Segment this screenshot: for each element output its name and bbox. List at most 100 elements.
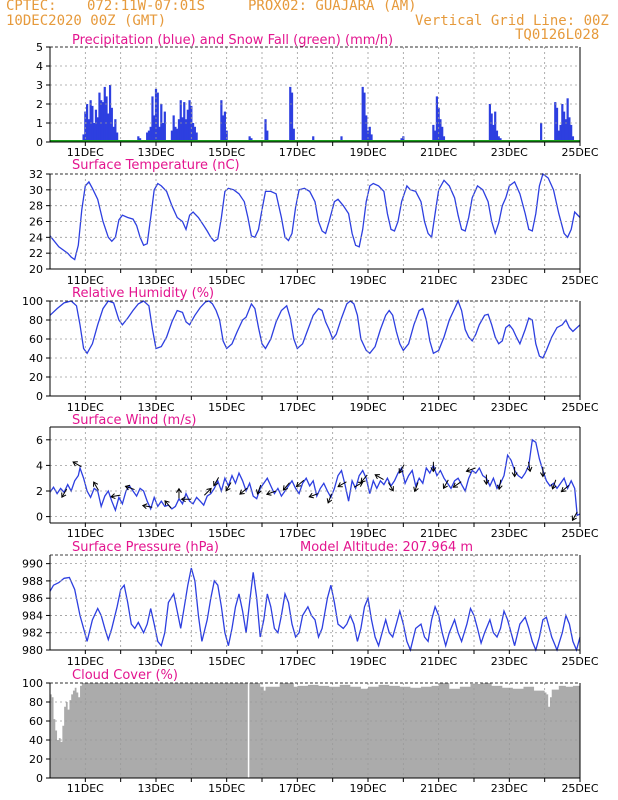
x-tick-label: 19DEC xyxy=(349,782,386,795)
wind-arrow-shaft xyxy=(527,461,531,472)
panel-title: Relative Humidity (%) xyxy=(72,286,214,301)
wind-arrow xyxy=(176,487,182,499)
x-tick-label: 23DEC xyxy=(491,401,528,414)
x-tick-label: 25DEC xyxy=(561,782,598,795)
y-tick-label: 984 xyxy=(22,609,43,622)
y-tick-label: 0 xyxy=(36,511,43,524)
wind-arrow-shaft xyxy=(353,482,363,488)
wind-arrow xyxy=(430,461,437,473)
precip-bar xyxy=(93,123,96,142)
wind-arrow xyxy=(213,477,220,487)
series-line xyxy=(49,567,581,653)
header-source: CPTEC: xyxy=(6,0,57,14)
wind-arrow-head xyxy=(72,461,78,467)
y-tick-label: 30 xyxy=(29,184,43,197)
x-tick-label: 13DEC xyxy=(137,782,174,795)
wind-arrow-head xyxy=(539,472,546,478)
wind-arrow-head xyxy=(526,466,533,473)
wind-arrow-shaft xyxy=(282,482,290,491)
y-tick-label: 20 xyxy=(29,371,43,384)
x-tick-label: 25DEC xyxy=(561,655,598,668)
panel-4: Surface Wind (m/s) 0 2 4 6 11DEC 13DEC 15DEC 17D… xyxy=(36,413,599,540)
y-tick-label: 32 xyxy=(29,168,43,181)
wind-arrow-head xyxy=(496,484,503,491)
wind-arrow xyxy=(93,481,99,491)
wind-arrow xyxy=(265,490,277,496)
precip-bar xyxy=(91,105,94,142)
y-tick-label: 5 xyxy=(36,41,43,54)
y-tick-label: 980 xyxy=(22,644,43,657)
precip-bar xyxy=(561,104,564,142)
precip-bar xyxy=(94,109,98,142)
wind-arrow-head xyxy=(61,492,67,499)
wind-arrow xyxy=(442,479,449,490)
wind-arrow-head xyxy=(282,485,288,491)
wind-arrow xyxy=(72,461,82,468)
precip-bar xyxy=(568,117,571,142)
precip-bar xyxy=(555,107,559,142)
x-tick-label: 15DEC xyxy=(208,274,245,287)
wind-arrow xyxy=(164,500,172,509)
wind-arrow-head xyxy=(511,472,518,478)
precip-bar xyxy=(571,136,575,142)
series-line xyxy=(49,438,581,517)
precip-bar xyxy=(361,86,364,142)
y-tick-label: 22 xyxy=(29,247,43,260)
wind-arrow-head xyxy=(357,481,364,487)
y-tick-label: 100 xyxy=(22,677,43,690)
wind-arrow-head xyxy=(360,477,366,484)
y-tick-label: 986 xyxy=(22,592,43,605)
precip-bar xyxy=(146,132,149,142)
precip-bar xyxy=(163,111,166,142)
header-model: TQ0126L028 xyxy=(515,27,600,43)
precip-bar xyxy=(442,136,446,142)
precip-bar xyxy=(266,130,269,142)
precip-bar xyxy=(290,92,294,142)
wind-arrow-head xyxy=(308,492,314,499)
wind-arrow xyxy=(256,484,262,495)
x-tick-label: 17DEC xyxy=(279,274,316,287)
precip-bar xyxy=(153,115,156,142)
wind-arrow-shaft xyxy=(203,488,212,496)
precip-bar xyxy=(181,117,184,142)
wind-arrow-shaft xyxy=(257,484,262,495)
precip-bar xyxy=(264,119,267,142)
y-tick-label: 1 xyxy=(36,117,43,130)
panel-2: Surface Temperature (nC) 20 22 24 26 28 30 32 11… xyxy=(29,158,599,287)
x-tick-label: 11DEC xyxy=(67,527,104,540)
x-tick-label: 15DEC xyxy=(208,527,245,540)
y-tick-label: 40 xyxy=(29,352,43,365)
wind-arrow-shaft xyxy=(498,479,502,490)
x-tick-label: 11DEC xyxy=(67,274,104,287)
precip-bar xyxy=(554,102,557,142)
wind-arrow-head xyxy=(452,482,459,488)
precip-bar xyxy=(432,124,435,142)
x-tick-label: 21DEC xyxy=(420,401,457,414)
wind-arrow-head xyxy=(430,467,437,473)
precip-bar xyxy=(497,136,500,142)
panel-5: Surface Pressure (hPa) Model Altitude: 20… xyxy=(22,540,599,668)
wind-arrow-head xyxy=(265,490,272,496)
precip-bar xyxy=(105,96,108,142)
wind-arrow-shaft xyxy=(414,482,419,492)
x-tick-label: 17DEC xyxy=(279,527,316,540)
wind-arrow xyxy=(511,466,518,478)
precip-bar xyxy=(100,100,103,142)
x-tick-label: 17DEC xyxy=(279,782,316,795)
wind-arrow-head xyxy=(164,500,170,506)
precip-bar xyxy=(248,136,251,142)
header-coords: 072:11W-07:01S xyxy=(87,0,206,14)
wind-arrow-head xyxy=(413,486,419,493)
wind-arrow xyxy=(526,461,533,473)
precip-bar xyxy=(177,119,181,142)
wind-arrow-head xyxy=(124,484,131,491)
precip-bar xyxy=(439,119,442,142)
y-tick-label: 100 xyxy=(22,295,43,308)
wind-arrow-head xyxy=(465,467,472,473)
precip-bar xyxy=(114,119,117,142)
x-tick-label: 15DEC xyxy=(208,782,245,795)
x-tick-label: 13DEC xyxy=(137,655,174,668)
x-tick-label: 21DEC xyxy=(420,655,457,668)
x-tick-label: 23DEC xyxy=(491,527,528,540)
